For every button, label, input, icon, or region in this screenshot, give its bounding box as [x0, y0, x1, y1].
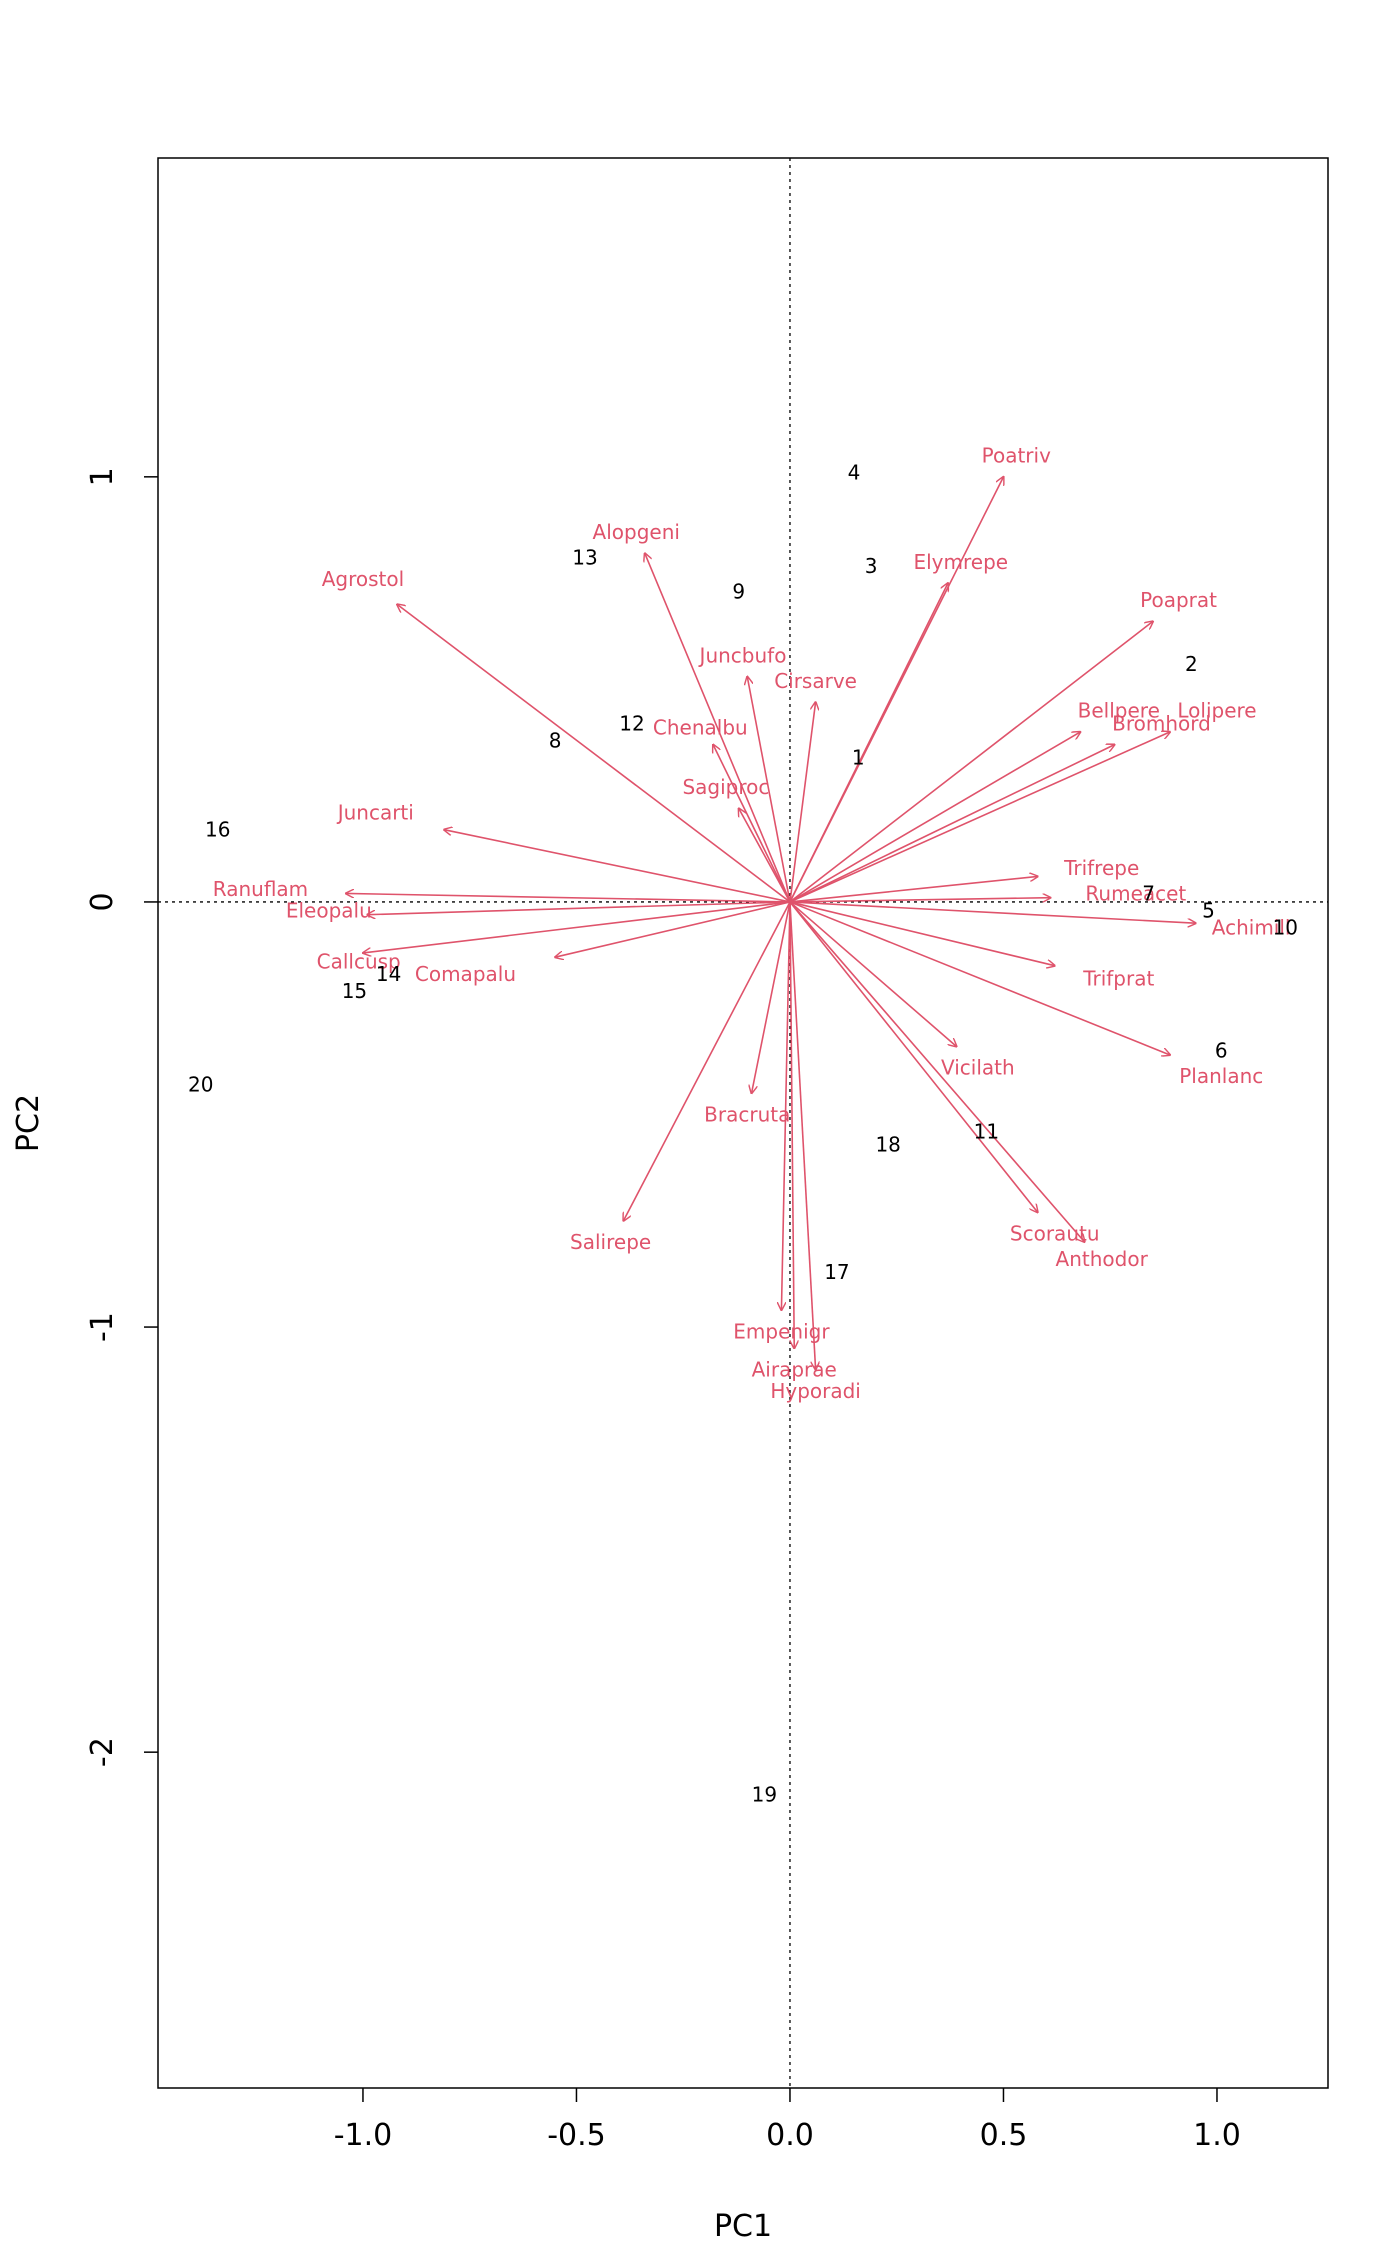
site-label: 4 [848, 461, 861, 485]
site-label: 14 [376, 962, 401, 986]
species-label: Bromhord [1112, 711, 1211, 735]
species-arrow [789, 901, 816, 1370]
species-label: Hyporadi [770, 1379, 861, 1403]
y-axis-title: PC2 [11, 1094, 46, 1152]
species-label: Empenigr [733, 1319, 830, 1343]
site-label: 9 [732, 580, 745, 604]
species-label: Bracruta [704, 1102, 790, 1126]
species-label: Chenalbu [653, 716, 748, 740]
x-tick-label: -1.0 [334, 2118, 393, 2153]
site-label: 13 [572, 546, 597, 570]
species-arrow [789, 901, 1170, 1055]
species-arrow [367, 901, 790, 915]
species-arrow [789, 732, 1080, 903]
site-label: 8 [549, 728, 562, 752]
site-label: 19 [752, 1783, 777, 1807]
site-label: 11 [974, 1120, 999, 1144]
species-arrow [747, 677, 791, 903]
species-arrow [346, 893, 790, 903]
species-label: Anthodor [1056, 1247, 1149, 1271]
species-label: Elymrepe [913, 550, 1008, 574]
species-arrow [789, 876, 1038, 903]
species-arrows [346, 477, 1196, 1370]
site-label: 16 [205, 818, 230, 842]
species-arrow [555, 901, 791, 957]
species-arrow [444, 830, 791, 903]
species-label: Alopgeni [593, 520, 680, 544]
y-tick-label: 1 [85, 467, 120, 486]
species-label: Achimill [1212, 915, 1291, 939]
species-arrow [781, 901, 791, 1310]
x-tick-label: -0.5 [547, 2118, 606, 2153]
species-label: Planlanc [1179, 1064, 1263, 1088]
species-label: Salirepe [570, 1230, 651, 1254]
species-label: Trifprat [1082, 966, 1154, 990]
site-label: 1 [852, 745, 865, 769]
species-arrow [789, 901, 957, 1047]
x-axis-title: PC1 [714, 2209, 772, 2244]
species-label: Callcusp [317, 949, 401, 973]
species-label: Lolipere [1177, 699, 1256, 723]
species-label: Trifrepe [1063, 856, 1139, 880]
species-arrow [789, 621, 1153, 903]
species-arrow [789, 901, 1085, 1242]
site-label: 12 [619, 711, 644, 735]
species-arrow [789, 732, 1170, 903]
species-label: Ranuflam [213, 877, 308, 901]
y-axis: -2 -1 0 1 [85, 467, 158, 1767]
x-tick-label: 0.5 [980, 2118, 1028, 2153]
site-label: 10 [1273, 915, 1298, 939]
species-label: Vicilath [941, 1056, 1015, 1080]
site-label: 20 [188, 1073, 213, 1097]
x-tick-label: 1.0 [1193, 2118, 1241, 2153]
species-label: Poaprat [1140, 588, 1217, 612]
species-labels: Achimill Agrostol Airaprae Alopgeni Anthodor… [213, 444, 1291, 1403]
y-tick-label: -1 [85, 1312, 120, 1342]
x-axis: -1.0 -0.5 0.0 0.5 1.0 [334, 2088, 1241, 2153]
x-tick-label: 0.0 [766, 2118, 814, 2153]
site-label: 7 [1142, 881, 1155, 905]
species-label: Scorautu [1010, 1222, 1100, 1246]
plot-frame [157, 157, 1329, 2089]
y-tick-label: 0 [85, 892, 120, 911]
species-label: Juncbufo [698, 643, 787, 667]
species-label: Agrostol [322, 567, 404, 591]
species-label: Airaprae [752, 1358, 837, 1382]
species-arrow [789, 898, 1050, 903]
site-label: 3 [865, 554, 878, 578]
species-arrow [645, 553, 791, 903]
species-arrow [739, 808, 791, 903]
site-label: 18 [875, 1132, 900, 1156]
y-tick-label: -2 [85, 1737, 120, 1767]
species-label: Comapalu [415, 962, 516, 986]
site-label: 15 [342, 979, 367, 1003]
species-label: Juncarti [336, 801, 414, 825]
site-label: 6 [1215, 1039, 1228, 1063]
species-arrow [752, 901, 791, 1093]
species-arrow [363, 901, 791, 953]
species-label: Poatriv [982, 444, 1051, 468]
species-arrow [789, 901, 794, 1348]
species-arrow [623, 901, 791, 1221]
species-arrow [789, 901, 1196, 923]
species-label: Cirsarve [774, 669, 857, 693]
species-label: Rumeacet [1085, 881, 1186, 905]
species-arrow [713, 745, 791, 903]
site-label: 5 [1202, 898, 1215, 922]
species-arrow [789, 901, 1038, 1212]
species-label: Bellpere [1078, 699, 1160, 723]
site-label: 17 [824, 1260, 849, 1284]
species-arrow [789, 702, 816, 903]
species-label: Sagiproc [682, 775, 769, 799]
species-arrow [789, 477, 1004, 903]
species-arrow [397, 604, 791, 903]
species-label: Eleopalu [286, 898, 372, 922]
species-arrow [789, 901, 1055, 966]
site-label: 2 [1185, 652, 1198, 676]
species-arrow [789, 745, 1115, 903]
